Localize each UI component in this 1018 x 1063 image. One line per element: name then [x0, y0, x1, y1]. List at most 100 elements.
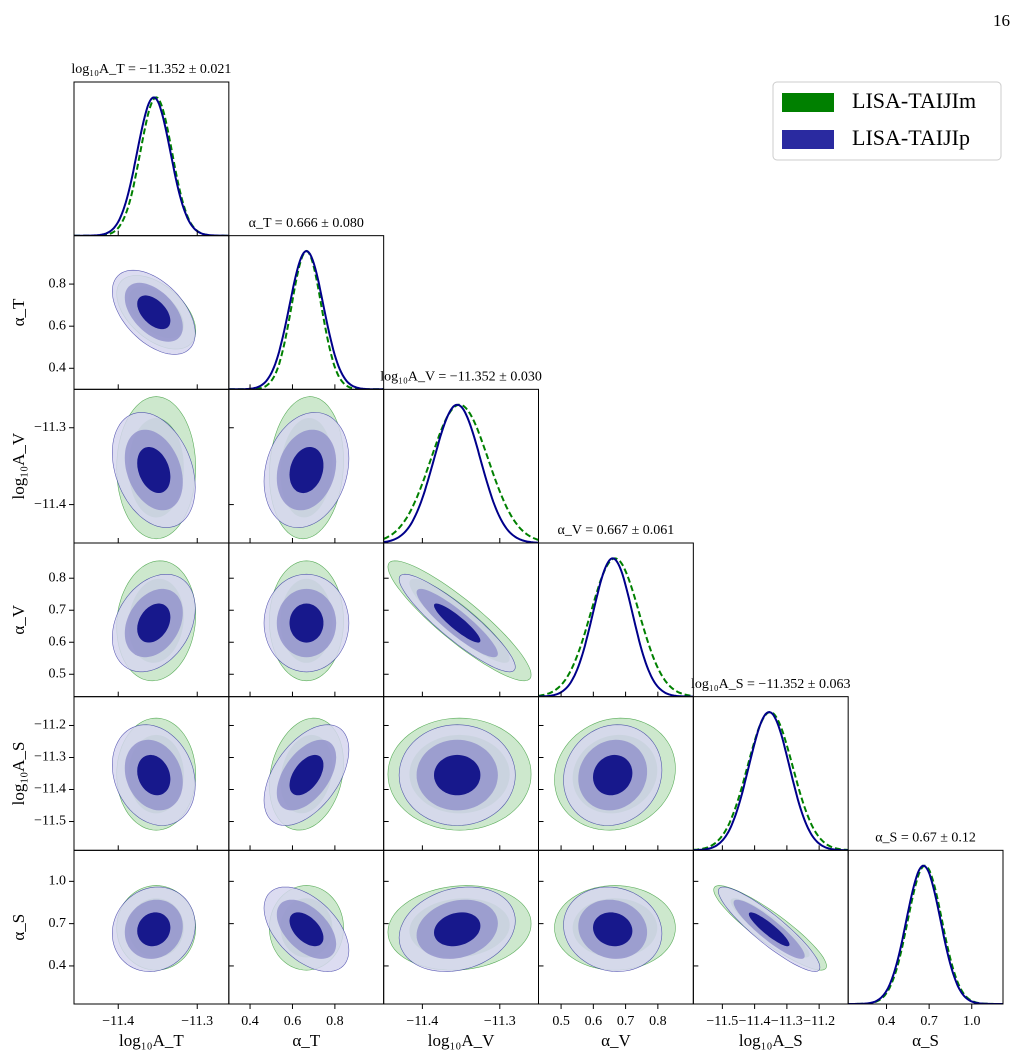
panel	[848, 864, 1003, 1004]
marginal-curve	[74, 96, 229, 236]
marginal-curve	[383, 403, 539, 541]
x-tick-label: 0.6	[585, 1014, 603, 1029]
y-tick-label: −11.5	[34, 814, 66, 829]
panel-frame	[538, 542, 694, 698]
panel	[74, 96, 229, 236]
x-tick-label: −11.5	[706, 1014, 738, 1029]
contour	[289, 447, 324, 494]
panel	[111, 717, 197, 831]
y-tick-label: 1.0	[49, 874, 67, 889]
legend-label: LISA-TAIJIm	[852, 88, 976, 113]
y-axis-label: log₁₀A_S	[9, 742, 28, 806]
contour	[137, 754, 171, 796]
y-tick-label: −11.3	[34, 420, 66, 435]
x-tick-label: −11.3	[181, 1014, 213, 1029]
contour	[137, 603, 171, 643]
panel	[111, 269, 197, 355]
y-tick-label: 0.6	[49, 634, 67, 649]
panel	[263, 560, 350, 682]
x-axis-label: α_S	[912, 1031, 939, 1050]
x-tick-label: 0.4	[878, 1014, 896, 1029]
y-axis-label: log₁₀A_V	[9, 432, 28, 499]
y-tick-label: 0.5	[49, 666, 67, 681]
legend-swatch	[782, 130, 834, 149]
x-axis-label: α_V	[601, 1031, 631, 1050]
diagonal-title: α_S = 0.67 ± 0.12	[875, 831, 976, 846]
panel-frame	[383, 388, 539, 544]
panel	[111, 885, 197, 972]
x-tick-label: −11.4	[406, 1014, 438, 1029]
panel	[554, 885, 676, 972]
x-tick-label: 0.5	[552, 1014, 570, 1029]
panel	[111, 396, 197, 540]
panel	[387, 560, 532, 682]
x-tick-label: 0.7	[617, 1014, 635, 1029]
marginal-curve	[848, 864, 1003, 1004]
contour	[434, 603, 481, 643]
y-axis-label: α_S	[9, 914, 28, 941]
x-tick-label: −11.4	[739, 1014, 771, 1029]
panel	[554, 717, 676, 831]
contour	[434, 912, 481, 947]
marginal-curve	[693, 711, 849, 851]
panel	[383, 403, 539, 544]
x-tick-label: 0.8	[326, 1014, 344, 1029]
panel	[713, 885, 827, 972]
x-tick-label: 0.6	[284, 1014, 302, 1029]
panel-frame	[847, 849, 1004, 1005]
panel-frame	[692, 696, 849, 851]
y-tick-label: 0.8	[49, 570, 67, 585]
marginal-curve	[74, 96, 229, 236]
panel	[228, 249, 384, 390]
contour	[289, 603, 324, 643]
x-axis-label: log₁₀A_T	[119, 1031, 184, 1050]
panel	[387, 885, 532, 972]
panel	[263, 396, 350, 540]
x-axis-label: log₁₀A_V	[428, 1031, 495, 1050]
x-tick-label: −11.4	[102, 1014, 134, 1029]
marginal-curve	[228, 249, 384, 390]
contour	[137, 447, 171, 493]
x-tick-label: −11.3	[771, 1014, 803, 1029]
diagonal-title: α_V = 0.667 ± 0.061	[558, 523, 675, 538]
x-axis-label: α_T	[292, 1031, 320, 1050]
contour	[434, 754, 481, 796]
y-tick-label: −11.4	[34, 782, 66, 797]
contour	[137, 295, 171, 330]
contour	[137, 912, 171, 947]
y-tick-label: 0.8	[49, 276, 67, 291]
y-tick-label: −11.2	[34, 718, 66, 733]
contour	[289, 912, 324, 947]
diagonal-title: log₁₀A_V = −11.352 ± 0.030	[380, 370, 542, 385]
marginal-curve	[538, 557, 694, 697]
contour	[289, 754, 324, 796]
marginal-curve	[693, 711, 849, 851]
panel	[387, 717, 532, 831]
page-number: 16	[993, 11, 1010, 30]
y-tick-label: 0.7	[49, 916, 67, 931]
y-tick-label: 0.4	[49, 361, 67, 376]
y-axis-label: α_T	[9, 298, 28, 326]
marginal-curve	[538, 557, 694, 697]
y-tick-label: 0.6	[49, 318, 67, 333]
x-tick-label: 0.8	[649, 1014, 667, 1029]
marginal-curve	[383, 403, 539, 544]
diagonal-title: log₁₀A_S = −11.352 ± 0.063	[691, 677, 851, 692]
y-tick-label: 0.4	[49, 958, 67, 973]
panel	[263, 717, 350, 831]
legend-label: LISA-TAIJIp	[852, 125, 970, 150]
y-tick-label: −11.4	[34, 497, 66, 512]
legend-swatch	[782, 93, 834, 112]
panel	[111, 560, 197, 682]
panel	[263, 885, 350, 972]
y-axis-label: α_V	[9, 604, 28, 634]
diagonal-title: α_T = 0.666 ± 0.080	[249, 216, 364, 231]
marginal-curve	[848, 864, 1003, 1004]
x-tick-label: 0.7	[920, 1014, 938, 1029]
panel-frame	[228, 235, 385, 390]
marginal-curve	[228, 249, 384, 390]
diagonal-title: log₁₀A_T = −11.352 ± 0.021	[71, 62, 231, 77]
x-tick-label: −11.3	[484, 1014, 516, 1029]
contour	[593, 912, 633, 947]
